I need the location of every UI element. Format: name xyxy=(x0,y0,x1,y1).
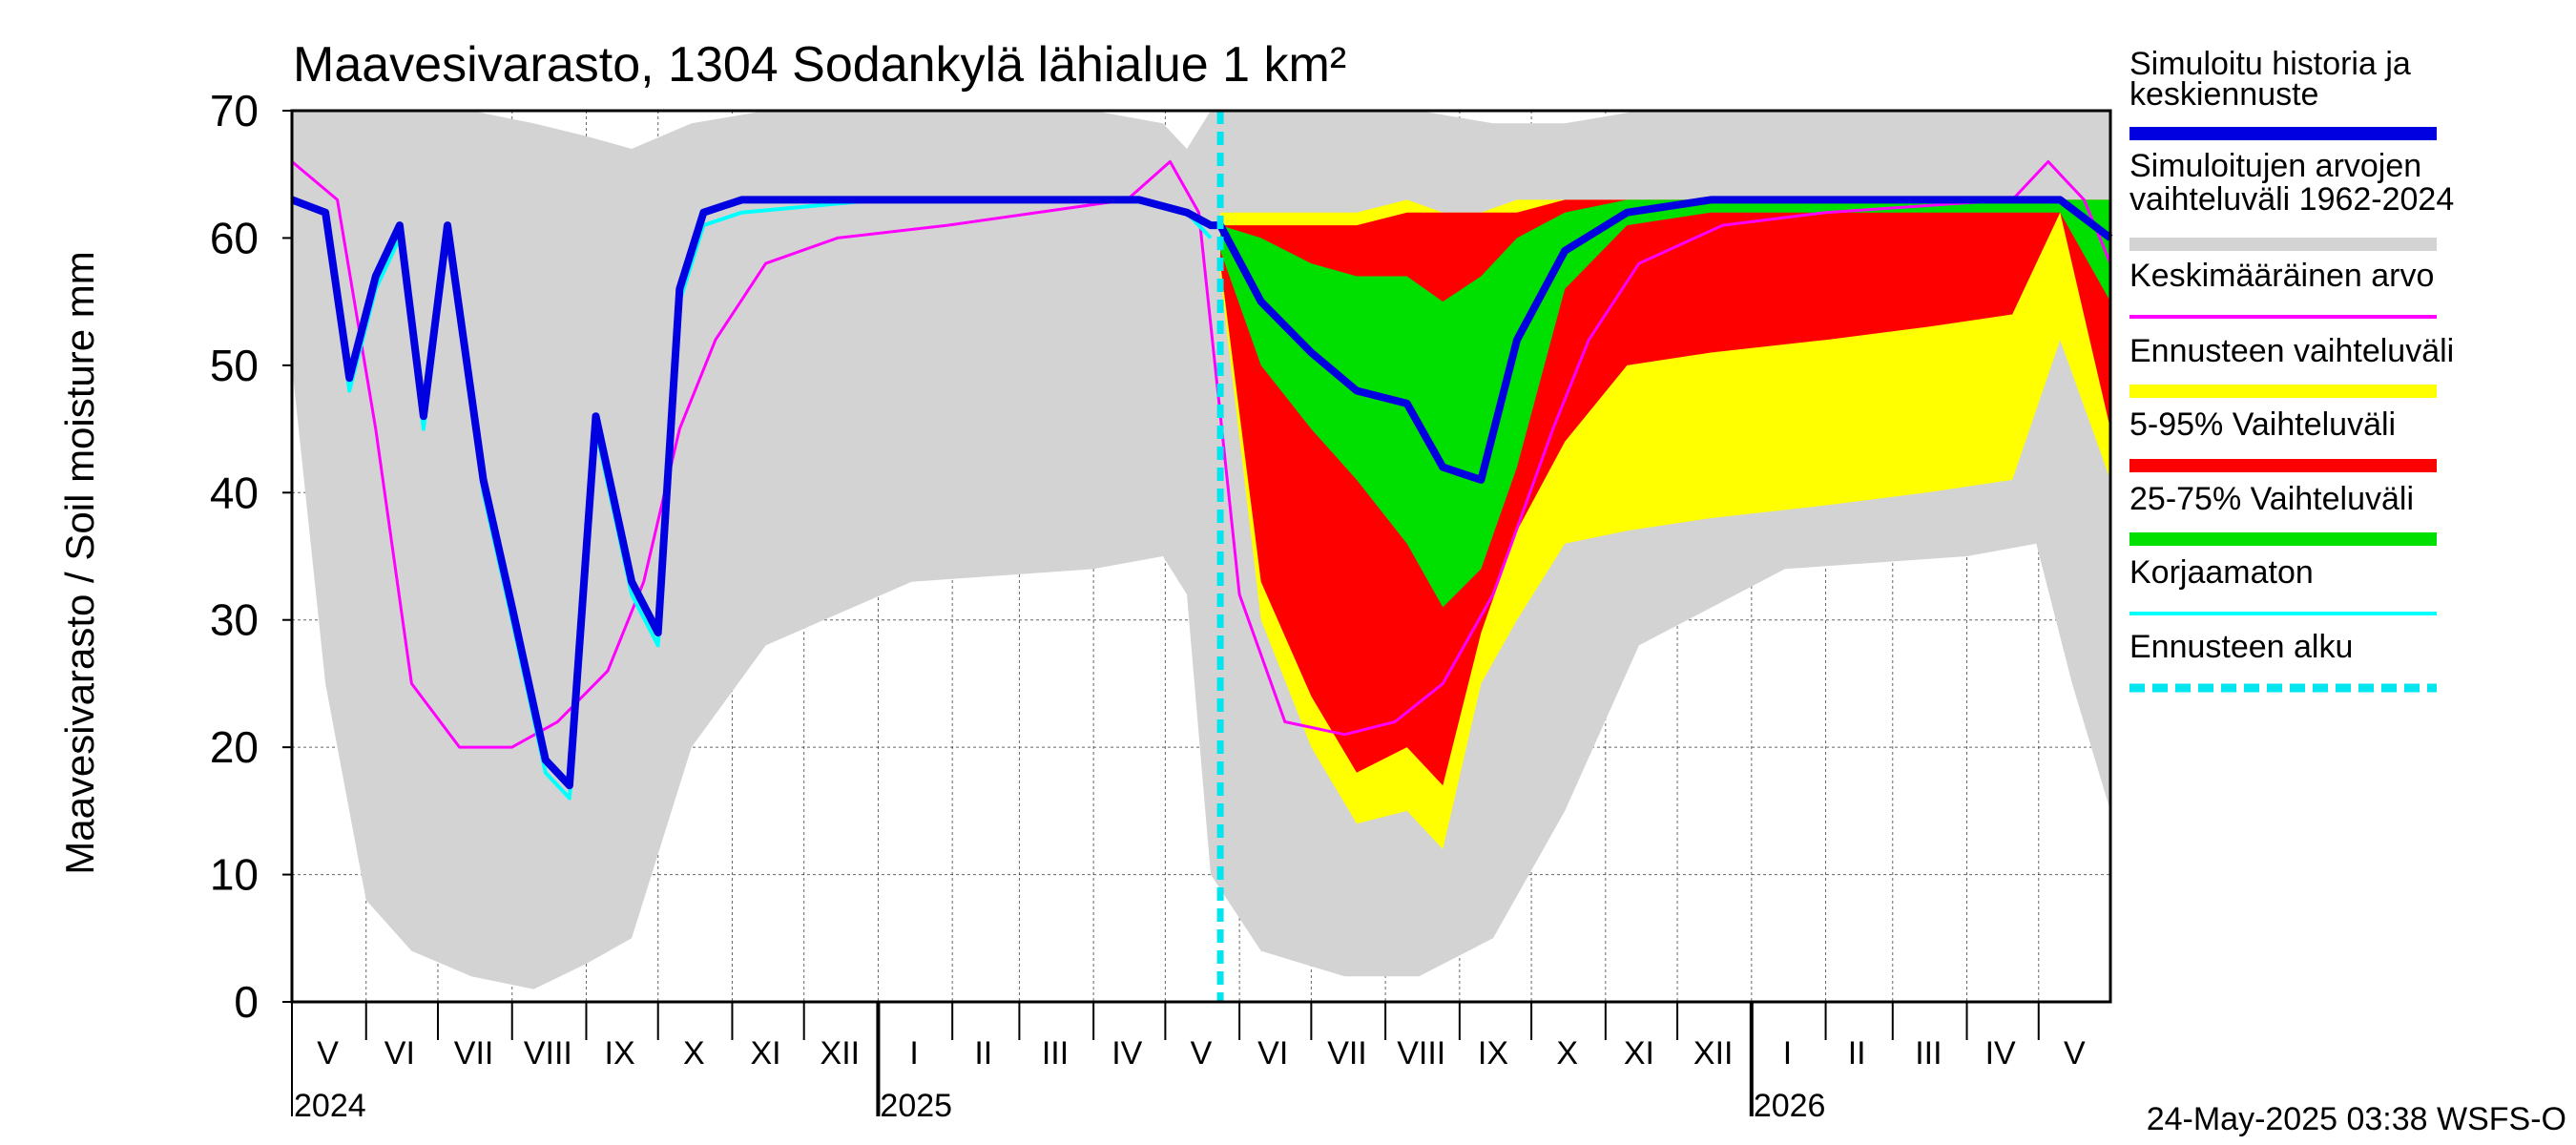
month-label: V xyxy=(2064,1035,2086,1072)
year-label: 2026 xyxy=(1754,1088,1826,1124)
plot-frame xyxy=(290,109,2112,1004)
legend-label: Korjaamaton xyxy=(2129,554,2314,591)
month-label: II xyxy=(974,1035,992,1072)
month-label: XII xyxy=(821,1035,861,1072)
legend-label: Simuloitu historia ja xyxy=(2129,46,2411,82)
month-label: VI xyxy=(1257,1035,1288,1072)
month-label: XII xyxy=(1693,1035,1734,1072)
legend-label: vaihteluväli 1962-2024 xyxy=(2129,181,2454,218)
y-tick-label: 70 xyxy=(210,86,259,135)
legend-label: Simuloitujen arvojen xyxy=(2129,148,2421,184)
series-line-6 xyxy=(290,196,2113,790)
y-tick-label: 50 xyxy=(210,341,259,390)
y-tick-label: 10 xyxy=(210,850,259,900)
month-label: XI xyxy=(751,1035,781,1072)
month-label: I xyxy=(1783,1035,1792,1072)
series-band-3 xyxy=(1220,199,2110,608)
chart-title: Maavesivarasto, 1304 Sodankylä lähialue … xyxy=(293,37,1346,93)
y-axis-label: Maavesivarasto / Soil moisture mm xyxy=(57,251,102,875)
month-label: X xyxy=(683,1035,705,1072)
legend-label: Ennusteen alku xyxy=(2129,629,2353,665)
y-tick-label: 20 xyxy=(210,722,259,772)
y-tick-label: 60 xyxy=(210,213,259,262)
month-label: V xyxy=(317,1035,339,1072)
series-layer xyxy=(290,111,2113,1002)
y-tick-label: 40 xyxy=(210,468,259,517)
month-label: IX xyxy=(605,1035,635,1072)
month-label: V xyxy=(1191,1035,1213,1072)
series-line-4 xyxy=(291,159,2112,749)
month-label: VI xyxy=(384,1035,415,1072)
y-tick-label: 0 xyxy=(234,977,259,1027)
legend-label: keskiennuste xyxy=(2129,76,2318,113)
legend-label: 5-95% Vaihteluväli xyxy=(2129,406,2396,443)
month-label: VII xyxy=(1327,1035,1367,1072)
month-label: IV xyxy=(1985,1035,2016,1072)
legend-label: 25-75% Vaihteluväli xyxy=(2129,481,2414,517)
year-label: 2025 xyxy=(880,1088,952,1124)
month-label: III xyxy=(1042,1035,1069,1072)
month-label: IV xyxy=(1111,1035,1142,1072)
month-label: VII xyxy=(454,1035,494,1072)
month-label: III xyxy=(1915,1035,1942,1072)
y-tick-label: 30 xyxy=(210,595,259,645)
month-label: VIII xyxy=(1397,1035,1445,1072)
month-label: II xyxy=(1848,1035,1866,1072)
month-label: VIII xyxy=(524,1035,572,1072)
year-label: 2024 xyxy=(294,1088,366,1124)
month-label: I xyxy=(909,1035,918,1072)
month-label: X xyxy=(1556,1035,1578,1072)
month-label: IX xyxy=(1478,1035,1508,1072)
month-label: XI xyxy=(1624,1035,1654,1072)
footer-timestamp: 24-May-2025 03:38 WSFS-O xyxy=(2147,1101,2566,1137)
legend-label: Keskimääräinen arvo xyxy=(2129,258,2434,294)
legend-label: Ennusteen vaihteluväli xyxy=(2129,333,2454,369)
